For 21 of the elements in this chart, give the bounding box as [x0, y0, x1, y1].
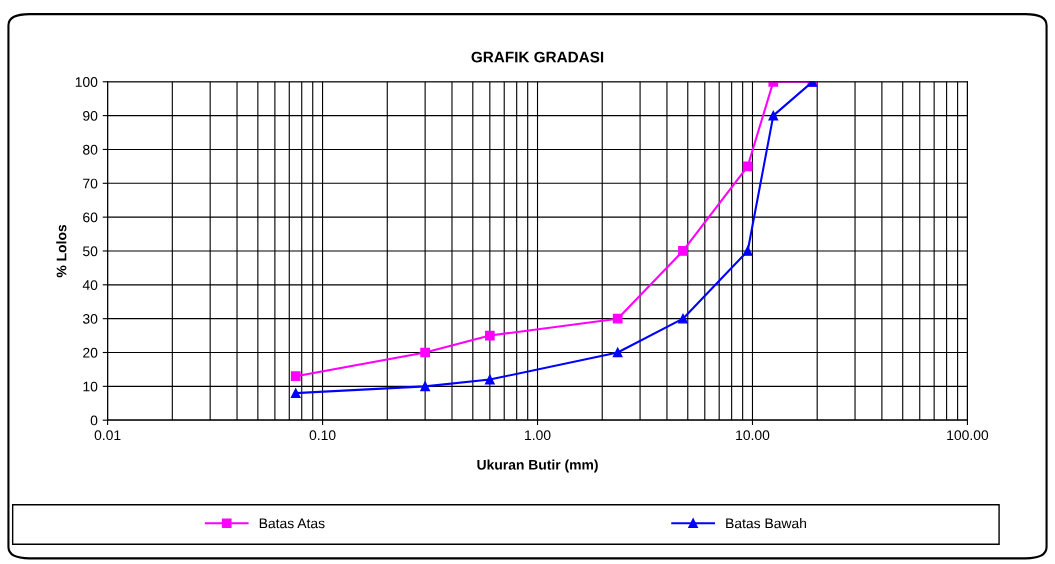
y-tick-label: 70 [83, 178, 98, 189]
y-tick-label: 0 [90, 415, 98, 426]
legend-label: Batas Atas [259, 518, 325, 529]
x-tick-label: 1.00 [525, 430, 551, 441]
x-axis-title: Ukuran Butir (mm) [477, 459, 598, 473]
y-tick-label: 100 [75, 77, 98, 87]
legend-label: Batas Bawah [726, 518, 807, 529]
x-tick-label: 0.01 [94, 430, 121, 441]
x-tick-label: 100.00 [947, 430, 989, 441]
y-tick-label: 10 [83, 381, 98, 392]
y-tick-label: 50 [83, 246, 98, 257]
chart-title: GRAFIK GRADASI [471, 51, 604, 63]
y-tick-label: 40 [82, 280, 98, 290]
x-tick-label: 0.10 [309, 430, 336, 441]
y-tick-label: 20 [83, 347, 98, 358]
y-tick-label: 80 [83, 144, 98, 155]
y-tick-label: 90 [83, 110, 98, 121]
y-axis-title: % Lolos [56, 224, 67, 278]
y-tick-label: 60 [83, 212, 98, 223]
x-tick-label: 10.00 [736, 430, 770, 441]
y-tick-label: 30 [82, 313, 98, 324]
